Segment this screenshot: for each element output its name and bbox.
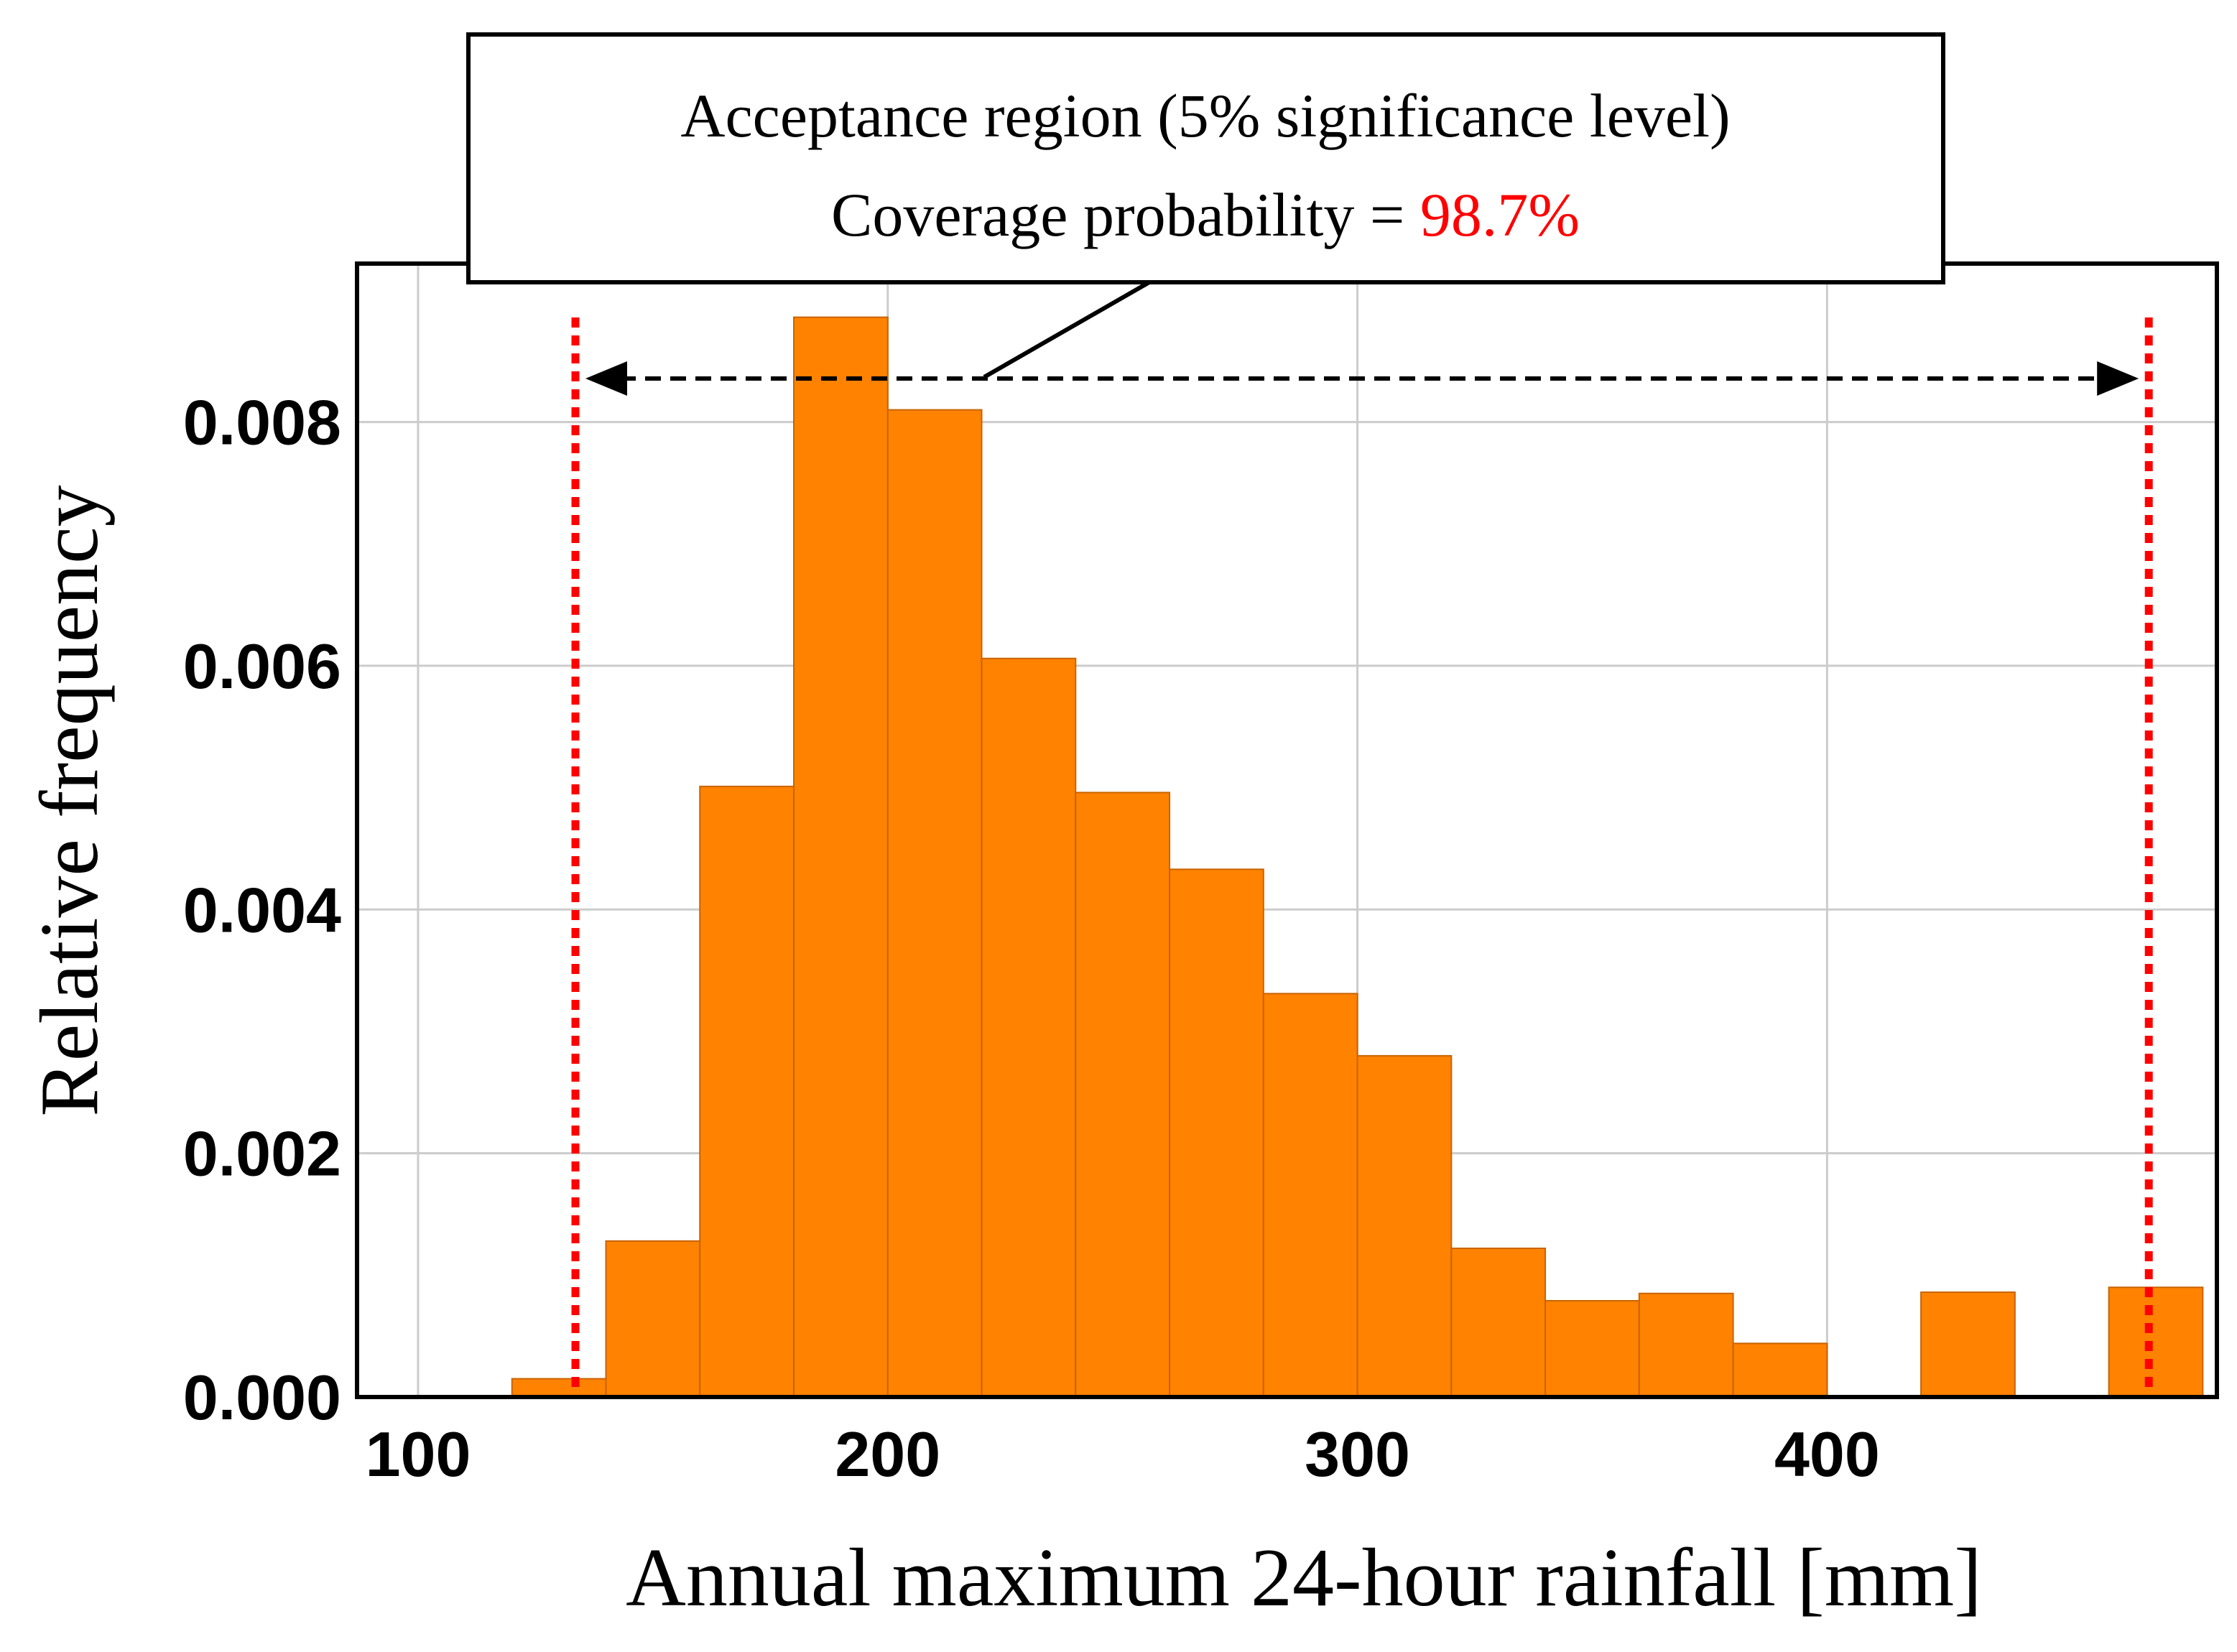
y-tick-labels: 0.000 0.002 0.004 0.006 0.008 (183, 387, 341, 1433)
y-tick-label: 0.006 (183, 631, 341, 702)
histogram-bar (511, 1378, 607, 1398)
x-tick-label: 200 (835, 1419, 940, 1490)
histogram-bar (1450, 1247, 1547, 1398)
histogram-bar (605, 1240, 701, 1398)
annotation-line2: Coverage probability = 98.7% (831, 180, 1580, 249)
histogram-bar (2108, 1286, 2204, 1398)
annotation-box (466, 32, 1945, 284)
histogram-bar (981, 657, 1077, 1398)
arrowhead-left (585, 361, 628, 396)
x-tick-label: 100 (366, 1419, 471, 1490)
histogram-bar (1732, 1342, 1828, 1398)
histogram-bars (511, 316, 2204, 1398)
annotation-line1: Acceptance region (5% significance level… (680, 81, 1730, 150)
annotation-coverage-label: Coverage probability = (831, 180, 1420, 249)
histogram-bar (886, 409, 983, 1398)
y-axis-title: Relative frequency (24, 485, 116, 1116)
histogram-bar (1169, 868, 1264, 1398)
callout-leader-line (983, 278, 1154, 379)
acceptance-bounds (571, 317, 2153, 1397)
y-tick-label: 0.002 (183, 1118, 341, 1189)
histogram-bar (1544, 1299, 1640, 1398)
histogram-bar (1075, 792, 1171, 1398)
histogram-bar (699, 785, 795, 1398)
x-axis-title: Annual maximum 24-hour rainfall [mm] (626, 1532, 1982, 1624)
x-tick-label: 300 (1305, 1419, 1410, 1490)
annotation-callout: Acceptance region (5% significance level… (466, 32, 1945, 379)
histogram-bar (793, 316, 889, 1398)
y-tick-label: 0.008 (183, 387, 341, 458)
arrowhead-right (2097, 361, 2139, 396)
histogram-bar (1638, 1292, 1734, 1398)
annotation-coverage-value: 98.7% (1420, 180, 1580, 249)
y-tick-label: 0.000 (183, 1362, 341, 1433)
histogram-bar (1920, 1291, 2016, 1398)
x-tick-labels: 100 200 300 400 (366, 1419, 1880, 1490)
histogram-bar (1262, 993, 1358, 1398)
y-tick-label: 0.004 (183, 874, 341, 945)
x-tick-label: 400 (1774, 1419, 1880, 1490)
histogram-bar (1356, 1054, 1453, 1398)
